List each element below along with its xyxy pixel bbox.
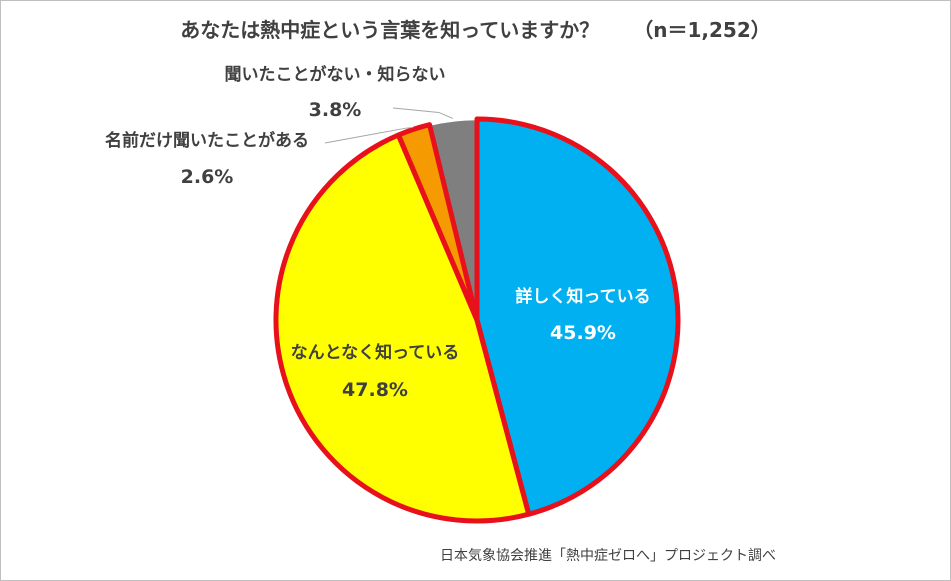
label-never-value: 3.8% <box>308 99 362 121</box>
label-name-only-category: 名前だけ聞いたことがある <box>105 131 309 151</box>
slice-name-only-outline <box>395 122 480 323</box>
slice-vague-outline <box>273 132 532 524</box>
label-detail-category: 詳しく知っている <box>515 287 651 307</box>
label-vague-value: 47.8% <box>342 379 408 401</box>
chart-title: あなたは熱中症という言葉を知っていますか？ （n＝1,252） <box>0 14 951 43</box>
leader-never <box>392 107 454 119</box>
label-name-only-value: 2.6% <box>180 166 234 188</box>
label-vague-category: なんとなく知っている <box>290 343 460 363</box>
slice-detail-outline <box>474 116 681 517</box>
chart-title-text: あなたは熱中症という言葉を知っていますか？ <box>180 18 600 42</box>
label-never-category: 聞いたことがない・知らない <box>224 65 446 85</box>
leader-name-only <box>324 126 414 144</box>
sample-size: （n＝1,252） <box>633 18 771 42</box>
source-note: 日本気象協会推進「熱中症ゼロへ」プロジェクト調べ <box>440 548 776 564</box>
label-detail-value: 45.9% <box>550 322 616 344</box>
